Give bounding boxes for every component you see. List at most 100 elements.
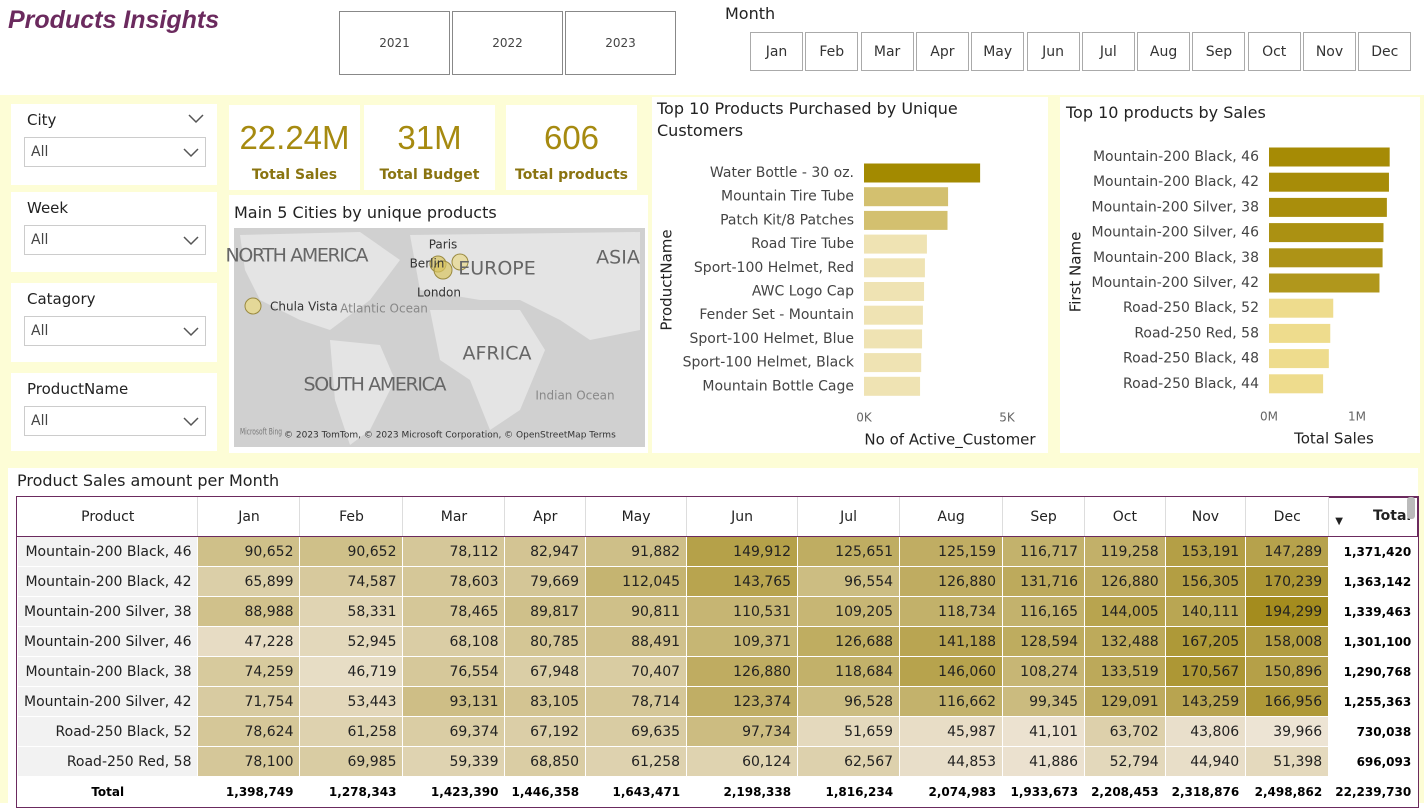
month-button[interactable]: Aug [1137, 32, 1191, 71]
year-button[interactable]: 2022 [452, 11, 563, 75]
bar [864, 353, 922, 373]
year-button[interactable]: 2023 [565, 11, 676, 75]
cell: 170,239 [1245, 566, 1330, 597]
column-header: Feb [299, 497, 404, 537]
cell: 123,374 [686, 686, 799, 717]
chevron [183, 148, 199, 158]
column-header: Aug [899, 497, 1004, 537]
cell: 46,719 [299, 656, 404, 687]
cell: 156,305 [1164, 566, 1247, 597]
bar [864, 305, 923, 325]
month-button[interactable]: Jun [1026, 32, 1080, 71]
cell: 128,594 [1002, 626, 1086, 657]
cell: 53,443 [299, 686, 404, 717]
kpi-value: 606 [543, 119, 600, 156]
bar [1269, 147, 1390, 167]
cell: 110,531 [686, 596, 799, 627]
row-header: Mountain-200 Silver, 42 [16, 686, 199, 717]
city-bubble [451, 253, 469, 271]
month-button[interactable]: Jan [750, 32, 803, 71]
data-row: Mountain-200 Silver, 46 47,228 52,945 68,10… [16, 626, 1419, 657]
month-button[interactable]: Oct [1247, 32, 1301, 71]
cell: 52,945 [299, 626, 404, 657]
cell: 118,684 [797, 656, 901, 687]
y-tick-label: Patch Kit/8 Patches [720, 212, 854, 228]
cell: 194,299 [1245, 596, 1330, 627]
column-header: May [585, 497, 688, 537]
bar [1269, 273, 1380, 293]
y-tick-label: Mountain-200 Silver, 46 [1092, 225, 1260, 241]
x-axis-title: Total Sales [1293, 430, 1374, 448]
bar [864, 210, 948, 230]
year-button[interactable]: 2021 [339, 11, 450, 75]
slicer-label: Catagory [27, 290, 96, 308]
slicer-label: ProductName [27, 380, 129, 398]
cell: 79,669 [504, 566, 587, 597]
total-cell: 1,446,358 [504, 776, 587, 807]
cell: 146,060 [899, 656, 1004, 687]
cell: 126,688 [797, 626, 901, 657]
month-button[interactable]: Nov [1303, 32, 1356, 71]
y-tick-label: Mountain Tire Tube [721, 189, 854, 205]
month-button[interactable]: Apr [915, 32, 969, 71]
y-axis-title: ProductName [658, 229, 676, 330]
cell: 108,274 [1002, 656, 1086, 687]
cell: 141,188 [899, 626, 1004, 657]
slicer-dropdown[interactable]: All [24, 316, 206, 346]
cell: 43,806 [1164, 716, 1247, 747]
city-label: Paris [429, 238, 458, 252]
y-tick-label: AWC Logo Cap [752, 284, 854, 300]
row-header: Mountain-200 Black, 46 [16, 536, 199, 567]
column-header: Dec [1245, 497, 1330, 537]
row-total: 1,255,363 [1328, 686, 1419, 717]
total-cell: 1,423,390 [402, 776, 506, 807]
month-button[interactable]: Feb [805, 32, 859, 71]
cell: 133,519 [1084, 656, 1166, 687]
cell: 82,947 [504, 536, 587, 567]
cell: 74,587 [299, 566, 404, 597]
bar [864, 163, 981, 183]
cell: 143,765 [686, 566, 799, 597]
month-button[interactable]: May [971, 32, 1025, 71]
row-header: Mountain-200 Silver, 38 [16, 596, 199, 627]
map-region-label: Atlantic Ocean [340, 302, 428, 316]
bar [1269, 172, 1389, 192]
column-header: Apr [504, 497, 587, 537]
cell: 58,331 [299, 596, 404, 627]
cell: 116,662 [899, 686, 1004, 717]
kpi-card: 22.24M Total Sales [229, 105, 360, 190]
cell: 68,850 [504, 746, 587, 777]
month-button[interactable]: Jul [1081, 32, 1135, 71]
cell: 51,659 [797, 716, 901, 747]
cell: 78,465 [402, 596, 506, 627]
cell: 47,228 [197, 626, 301, 657]
month-button[interactable]: Sep [1192, 32, 1246, 71]
bar [864, 376, 921, 396]
cell: 60,124 [686, 746, 799, 777]
cell: 69,374 [402, 716, 506, 747]
month-button[interactable]: Dec [1358, 32, 1412, 71]
kpi-card: 31M Total Budget [364, 105, 495, 190]
data-row: Road-250 Red, 58 78,100 69,985 59,339 68,850… [16, 746, 1419, 777]
bar [1269, 223, 1384, 243]
cell: 45,987 [899, 716, 1004, 747]
cell: 99,345 [1002, 686, 1086, 717]
cell: 90,652 [197, 536, 301, 567]
cell: 51,398 [1245, 746, 1330, 777]
cell: 41,101 [1002, 716, 1086, 747]
land [240, 232, 400, 330]
bar [864, 258, 925, 278]
bar [864, 282, 925, 301]
slicer-dropdown[interactable]: All [24, 137, 206, 167]
slicer-dropdown[interactable]: All [24, 406, 206, 436]
bar [864, 234, 927, 254]
data-row: Road-250 Black, 52 78,624 61,258 69,374 67,1… [16, 716, 1419, 747]
chart-title: Top 10 products by Sales [1066, 103, 1266, 122]
bar [1269, 323, 1331, 343]
cell: 67,192 [504, 716, 587, 747]
cell: 143,259 [1164, 686, 1247, 717]
month-button[interactable]: Mar [860, 32, 914, 71]
slicer-dropdown[interactable]: All [24, 225, 206, 255]
bar [1269, 298, 1334, 318]
